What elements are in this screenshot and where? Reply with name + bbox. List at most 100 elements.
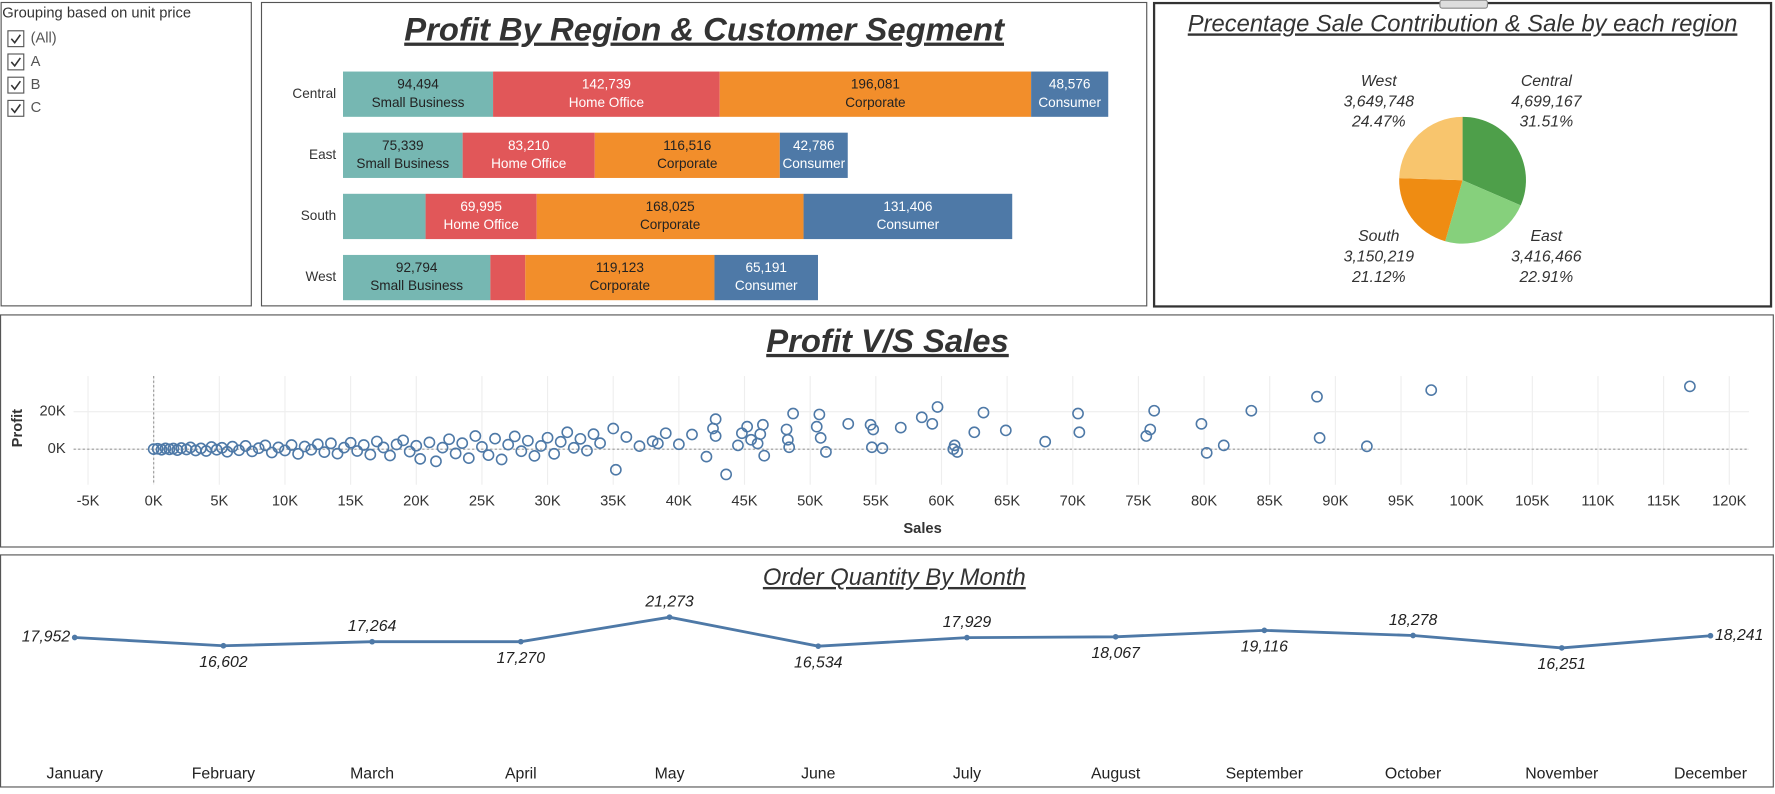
bar-segment [779,132,848,178]
value-label: 17,952 [22,629,71,646]
x-tick-label: May [655,766,685,783]
value-label: 65,191 [745,260,787,275]
segment-label: Home Office [444,217,519,232]
scatter-point [948,439,961,452]
x-tick-label: October [1385,766,1442,783]
checkbox[interactable] [7,30,25,48]
scatter-point [646,435,659,448]
checkmark[interactable] [10,80,22,91]
bar-segment [493,71,720,117]
checkmark[interactable] [10,34,22,44]
checkmark[interactable] [10,57,22,68]
category-label: South [301,208,336,223]
scatter-point [384,449,396,462]
x-tick-label: 75K [1125,494,1151,510]
scatter-point [515,445,528,458]
scatter-point [502,438,515,451]
filter-item[interactable]: A [31,54,41,70]
x-tick-label: November [1525,766,1599,783]
scatter-point [894,421,907,434]
x-tick-label: April [505,766,537,783]
value-label: 21,273 [644,594,694,611]
value-label: 16,534 [794,654,843,671]
scatter-point [252,442,265,455]
line-panel [0,554,1774,788]
pie-slice [1399,116,1463,181]
scatter-point [370,435,383,448]
scatter-point [1144,423,1157,436]
value-label: 119,123 [596,260,644,275]
scatter-point [745,433,757,446]
scatter-point [1245,404,1258,417]
scatter-point [462,452,475,465]
scatter-point [508,430,521,443]
filter-item[interactable]: C [31,100,42,116]
segment-label: Consumer [782,156,845,171]
value-label: 94,494 [397,77,439,92]
scatter-point [469,430,482,442]
segment-label: Consumer [877,217,940,232]
bar-segment [536,193,804,240]
scatter-point [581,444,593,457]
line-point [1261,627,1268,634]
slice-value: 3,416,466 [1511,248,1582,265]
filter-title: Grouping based on unit price [2,6,191,22]
segment-label: Consumer [1038,95,1101,110]
bar-segment [719,71,1032,117]
scatter-point [999,424,1012,437]
scatter-point [535,440,547,452]
filter-item[interactable]: (All) [31,31,57,47]
segment-label: Corporate [657,156,717,171]
x-tick-label: March [350,766,394,783]
scatter-point [325,437,337,450]
scatter-point [292,447,304,460]
chart-title: Precentage Sale Contribution & Sale by e… [1188,10,1738,37]
scatter-point [246,445,259,458]
checkbox[interactable] [7,53,25,71]
line-point [369,638,375,645]
y-tick-label: 20K [39,404,65,420]
bar-segment [343,193,426,240]
slice-value: 4,699,167 [1511,93,1583,110]
drag-handle[interactable] [1439,0,1489,9]
scatter-point [410,439,423,452]
slice-label: Central [1521,73,1573,90]
checkmark[interactable] [10,103,22,114]
x-tick-label: 100K [1449,494,1484,510]
value-label: 116,516 [663,138,711,153]
bar-segment [343,254,491,301]
pie-slice [1462,116,1526,206]
line-series [74,615,1711,650]
line-point [517,638,524,645]
value-label: 69,995 [460,199,502,214]
x-tick-label: 5K [210,494,228,510]
x-tick-label: September [1226,766,1304,783]
scatter-point [876,442,889,455]
scatter-point [926,417,939,430]
checkbox[interactable] [7,99,25,117]
scatter-point [430,455,442,468]
checkbox[interactable] [7,76,25,94]
slice-label: East [1530,228,1562,245]
scatter-point [554,435,567,448]
chart-title: Order Quantity By Month [763,564,1026,591]
slice-label: South [1358,228,1400,245]
scatter-point [175,442,188,454]
filter-item[interactable]: B [31,77,41,93]
filter-panel [0,1,252,307]
slice-value: 3,150,219 [1344,248,1415,265]
scatter-point [449,447,462,460]
x-axis-title: Sales [903,521,941,537]
scatter-point [787,407,799,420]
scatter-point [633,440,646,453]
line-point [71,634,78,641]
scatter-point [521,434,534,447]
scatter-point [672,438,685,451]
value-label: 92,794 [396,260,438,275]
slice-value: 3,649,748 [1344,93,1415,110]
scatter-point [741,420,754,433]
scatter-point [495,453,508,466]
x-tick-label: 95K [1388,494,1414,510]
scatter-point [259,439,272,452]
